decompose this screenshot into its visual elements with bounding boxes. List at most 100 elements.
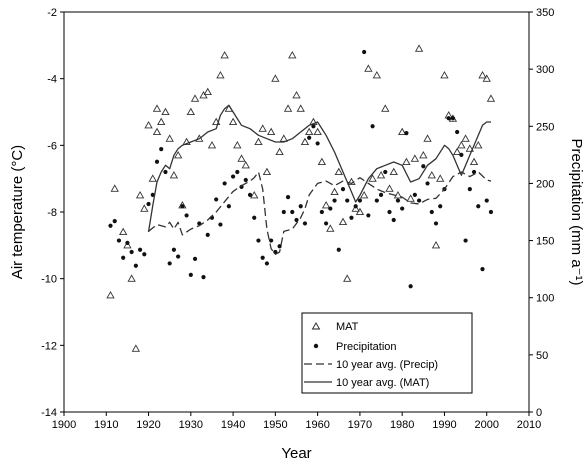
mat-point: [478, 71, 487, 79]
mat-point: [440, 71, 449, 79]
precip-point: [214, 197, 219, 202]
mat-point: [334, 167, 343, 176]
mat-point: [135, 191, 145, 199]
mat-point: [182, 137, 191, 146]
mat-point: [123, 241, 132, 249]
mat-point: [469, 157, 479, 166]
precip-point: [116, 238, 122, 243]
precip-point: [336, 247, 341, 252]
mat-point: [106, 291, 115, 299]
precip-point: [247, 192, 253, 197]
mat-point: [157, 117, 166, 126]
precip-point: [357, 198, 363, 203]
precip-point: [218, 222, 223, 227]
mat-point: [127, 274, 136, 282]
precip-point: [180, 204, 185, 209]
mat-point: [385, 184, 394, 192]
precip-point: [146, 201, 151, 207]
precip-point: [412, 192, 417, 197]
precip-point: [285, 195, 291, 200]
precip-point: [176, 254, 181, 259]
mat-point: [410, 154, 420, 162]
precip-point: [235, 169, 240, 175]
mat-point: [152, 127, 162, 136]
precip-point: [222, 181, 227, 186]
mat-point: [317, 157, 327, 166]
precip-point: [425, 181, 430, 186]
precip-point: [307, 135, 312, 140]
legend-precip-marker: [313, 343, 319, 349]
mat-point: [233, 141, 242, 149]
precip-point: [125, 240, 130, 245]
precip-point: [129, 249, 134, 255]
precip-point: [345, 198, 350, 203]
mat-point: [144, 121, 153, 129]
precip-point: [455, 129, 460, 135]
mat-point: [351, 204, 360, 212]
precip-point: [188, 272, 193, 277]
mat-point: [326, 224, 335, 232]
precip-point: [471, 169, 477, 175]
y-left-tick-label: -10: [41, 274, 57, 286]
precip-point: [137, 247, 143, 252]
precip-point: [484, 198, 489, 203]
precip-point: [467, 187, 472, 192]
precip-point: [260, 255, 265, 260]
mat-point: [414, 44, 424, 52]
mat-point: [283, 104, 293, 112]
precip-point: [395, 198, 401, 203]
ticks-layer: 1900 1910 1920 1930 1940 1950 1960 1970 1980 1990…: [41, 7, 554, 431]
precip-point: [264, 261, 270, 266]
mat-point: [203, 87, 212, 96]
precip-point: [226, 204, 231, 209]
mat-point: [427, 171, 436, 179]
precip-point: [243, 177, 248, 183]
y-left-tick-label: -6: [47, 140, 57, 152]
precip-point: [184, 213, 189, 218]
mat-point: [190, 94, 200, 102]
mat-point: [207, 141, 217, 149]
precip-point: [433, 221, 439, 226]
mat-point: [461, 134, 470, 142]
mat-point: [465, 144, 474, 152]
mat-point: [148, 174, 157, 182]
precip-point: [315, 141, 320, 146]
mat-point: [389, 167, 398, 176]
mat-point: [110, 184, 119, 192]
precip-point: [408, 284, 413, 289]
precip-point: [269, 238, 274, 243]
precip-point: [290, 209, 295, 215]
mat-point: [173, 151, 183, 159]
legend-precip-avg-label: 10 year avg. (Precip): [336, 359, 438, 371]
x-tick-label: 2000: [474, 419, 498, 431]
mat-point: [423, 134, 432, 142]
precip-point: [201, 275, 206, 280]
mat-point: [436, 174, 445, 182]
precip-point: [112, 219, 117, 224]
precip-point: [353, 204, 358, 209]
mat-point: [457, 141, 466, 149]
mat-point: [338, 217, 348, 226]
mat-point: [381, 104, 390, 112]
mat-point: [228, 117, 238, 126]
mat-point: [161, 107, 170, 116]
x-tick-label: 1960: [305, 419, 329, 431]
mat-point: [241, 161, 250, 169]
precip-point: [150, 192, 155, 197]
mat-point: [398, 127, 407, 136]
precip-point: [277, 244, 282, 249]
mat-point: [119, 227, 128, 236]
x-tick-label: 1950: [263, 419, 287, 431]
precip-point: [163, 169, 168, 175]
mat-point: [313, 127, 322, 136]
y-right-tick-label: 250: [536, 121, 554, 133]
y-left-tick-label: -2: [47, 7, 57, 19]
x-tick-label: 2010: [517, 419, 541, 431]
precip-point: [362, 49, 367, 55]
mat-point: [275, 147, 284, 156]
precip-point: [298, 204, 303, 209]
mat-point: [368, 174, 377, 182]
mat-point: [321, 201, 331, 209]
y-right-tick-label: 0: [536, 407, 542, 419]
